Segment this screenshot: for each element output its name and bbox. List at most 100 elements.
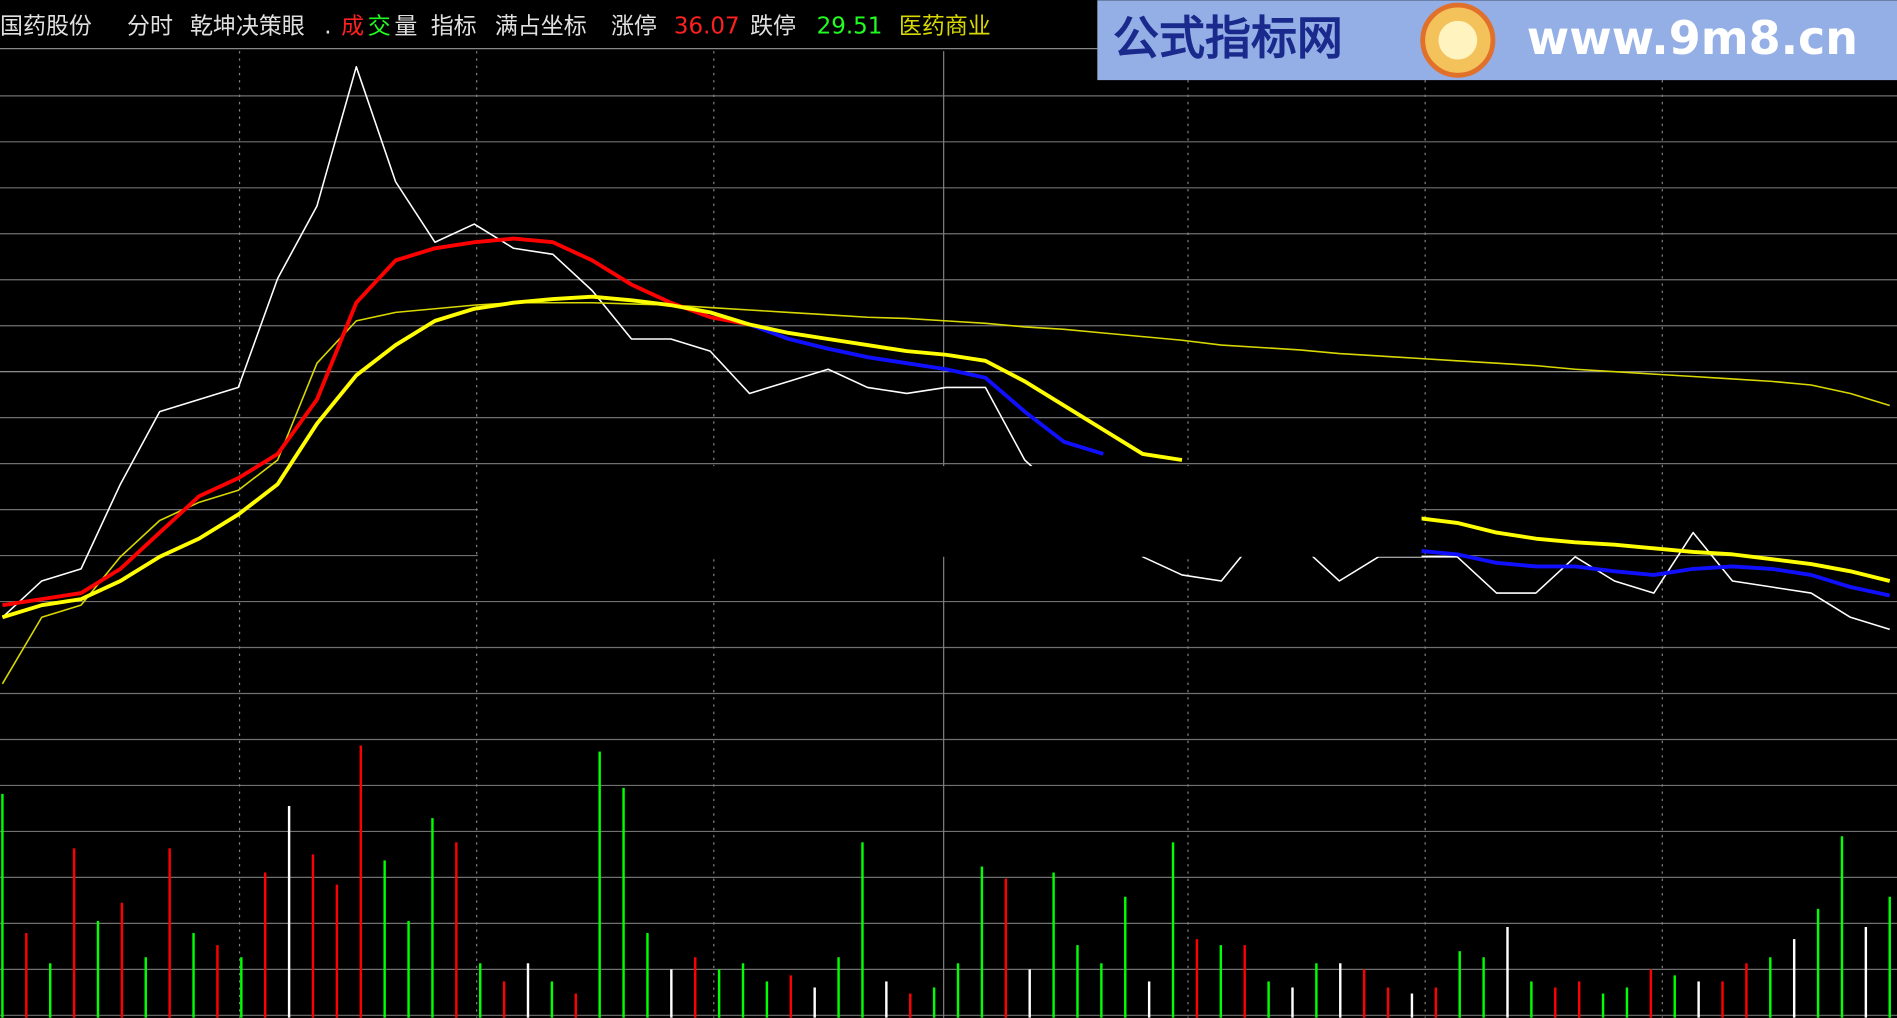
volume-bar (287, 806, 291, 1018)
volume-bar (48, 963, 52, 1018)
price-line (1, 66, 1890, 631)
volume-bar (1888, 896, 1891, 1018)
volume-bar (431, 818, 434, 1018)
volume-bar (694, 957, 697, 1018)
volume-bar (240, 957, 243, 1018)
volume-bar (1315, 963, 1318, 1018)
price-line (1, 301, 1890, 685)
vol-label: 量 (394, 13, 417, 39)
limit-up-label: 涨停 (611, 13, 657, 39)
volume-bar (1745, 963, 1748, 1018)
volume-bar (1434, 987, 1438, 1018)
volume-bar (789, 975, 793, 1018)
volume-bar (120, 902, 124, 1018)
volume-bar (765, 981, 769, 1018)
separator: . (324, 13, 331, 39)
volume-bar (455, 842, 458, 1018)
mode: 分时 (127, 13, 173, 39)
vol-label: 交 (368, 13, 391, 39)
volume-bar (1769, 957, 1772, 1018)
volume-bar (407, 920, 410, 1018)
volume-bar (909, 993, 912, 1018)
stock-name: 国药股份 (0, 13, 92, 39)
watermark-site: 公式指标网 (1113, 11, 1343, 65)
volume-bar (1147, 981, 1151, 1018)
volume-bar (550, 981, 554, 1018)
indicator: 乾坤决策眼 (190, 13, 305, 39)
volume-bar (956, 963, 960, 1018)
volume-bar (168, 848, 171, 1018)
volume-bar (837, 957, 840, 1018)
volume-bar (1697, 981, 1700, 1018)
volume-bar (646, 933, 649, 1018)
volume-bar (1291, 987, 1294, 1018)
limit-down: 29.51 (817, 13, 883, 39)
volume-bar (526, 963, 530, 1018)
overlay-block (477, 466, 1422, 557)
volume-bar (479, 963, 482, 1018)
volume-bar (813, 987, 816, 1018)
volume-bar (1625, 987, 1629, 1018)
volume-bar (1219, 945, 1223, 1018)
volume-bar (1410, 993, 1414, 1018)
volume-bar (1554, 987, 1557, 1018)
volume-bar (1721, 981, 1724, 1018)
volume-bar (1028, 969, 1031, 1018)
volume-bar (72, 848, 76, 1018)
volume-bar (1840, 836, 1844, 1018)
volume-bar (96, 920, 100, 1018)
volume-bar (1673, 975, 1676, 1018)
volume-bar (598, 751, 601, 1018)
volume-bar (383, 860, 386, 1018)
price-line (2, 236, 750, 608)
volume-bar (1243, 945, 1246, 1018)
volume-bar (216, 945, 219, 1018)
volume-bar (717, 969, 721, 1018)
volume-bar (1, 793, 4, 1018)
volume-bar (1458, 951, 1461, 1018)
volume-bar (264, 872, 267, 1018)
watermark-url: www.9m8.cn (1527, 11, 1858, 65)
volume-bar (1267, 981, 1270, 1018)
volume-bar (359, 745, 362, 1018)
volume-panel (1, 745, 1891, 1018)
volume-bar (1482, 957, 1485, 1018)
price-line (748, 322, 1891, 598)
volume-bar (861, 842, 864, 1018)
vol-label: 成 (341, 13, 364, 39)
volume-bar (1386, 987, 1390, 1018)
volume-bar (311, 854, 315, 1018)
volume-bar (1339, 963, 1342, 1018)
volume-bar (574, 993, 577, 1018)
volume-bar (670, 969, 673, 1018)
volume-bar (1195, 939, 1199, 1018)
volume-bar (1076, 945, 1079, 1018)
volume-bar (622, 787, 625, 1018)
volume-bar (1816, 908, 1820, 1018)
volume-bar (932, 987, 936, 1018)
watermark-box (1097, 0, 1897, 81)
label: 指标 (431, 13, 477, 39)
volume-bar (980, 866, 984, 1018)
volume-bar (502, 981, 506, 1018)
volume-bar (335, 884, 339, 1018)
watermark-logo (1438, 20, 1478, 60)
volume-bar (1506, 926, 1509, 1018)
volume-bar (1577, 981, 1581, 1018)
volume-bar (1052, 872, 1055, 1018)
limit-up: 36.07 (674, 13, 740, 39)
volume-bar (192, 933, 195, 1018)
volume-bar (885, 981, 888, 1018)
price-panel (1, 66, 1891, 685)
volume-bar (1649, 969, 1653, 1018)
volume-bar (25, 933, 28, 1018)
limit-down-label: 跌停 (750, 13, 796, 39)
volume-bar (1864, 926, 1868, 1018)
volume-bar (144, 957, 147, 1018)
label: 满占坐标 (495, 13, 587, 39)
volume-bar (1792, 939, 1796, 1018)
volume-bar (1530, 981, 1533, 1018)
volume-bar (741, 963, 745, 1018)
